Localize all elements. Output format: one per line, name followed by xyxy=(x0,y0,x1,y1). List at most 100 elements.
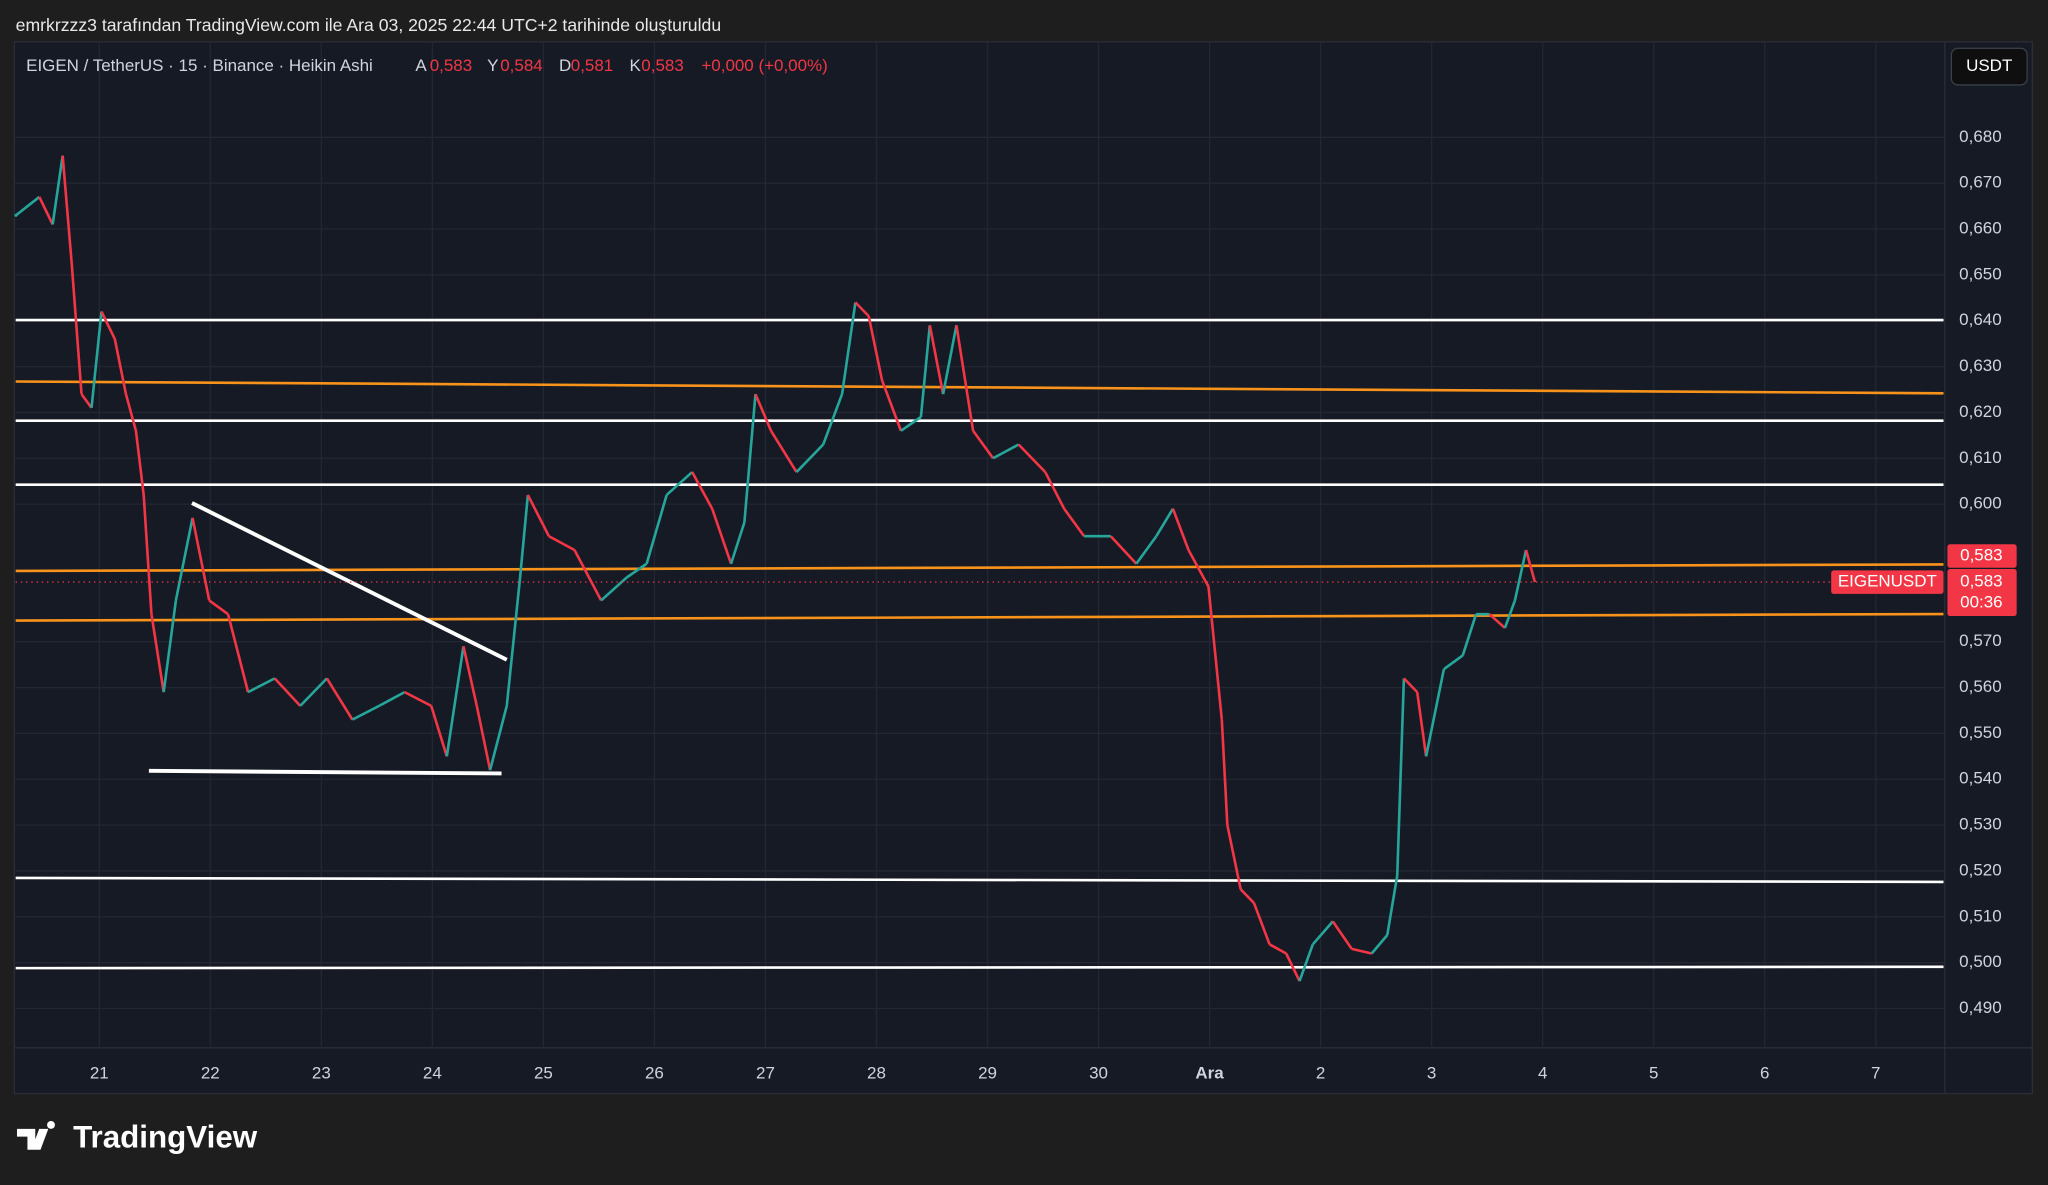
x-tick-label: 6 xyxy=(1760,1063,1769,1082)
price-segment xyxy=(430,705,449,757)
x-tick-label: 25 xyxy=(534,1063,553,1082)
ohlc-key: K xyxy=(630,56,642,75)
y-tick-label: 0,660 xyxy=(1959,218,2001,237)
price-segment xyxy=(625,562,648,579)
legend: EIGEN / TetherUS · 15 · Binance · Heikin… xyxy=(26,56,828,75)
price-segment xyxy=(445,646,465,757)
price-segment xyxy=(754,393,773,432)
price-segment xyxy=(124,393,138,432)
price-tag-label: 0,583 xyxy=(1960,545,2002,564)
symbol-tag xyxy=(1831,570,1944,594)
price-segment xyxy=(1268,943,1287,955)
ohlc-key: D xyxy=(559,56,571,75)
price-tag xyxy=(1947,569,2017,617)
price-segment xyxy=(351,704,380,721)
price-segment xyxy=(1311,920,1334,946)
price-segment xyxy=(325,677,354,721)
price-segment xyxy=(1226,824,1242,890)
x-tick-label: 7 xyxy=(1871,1063,1880,1082)
price-segment xyxy=(61,155,73,262)
price-segment xyxy=(600,576,628,602)
y-tick-label: 0,620 xyxy=(1959,402,2001,421)
price-segment xyxy=(90,311,103,408)
y-tick-label: 0,600 xyxy=(1959,494,2001,513)
x-tick-label: 23 xyxy=(312,1063,331,1082)
price-segment xyxy=(928,325,945,395)
currency-button[interactable] xyxy=(1950,47,2028,86)
x-tick-label: 21 xyxy=(90,1063,109,1082)
price-segment xyxy=(1524,549,1537,583)
price-segment xyxy=(880,379,903,432)
price-segment xyxy=(1395,678,1406,876)
y-tick-label: 0,670 xyxy=(1959,173,2001,192)
price-segment xyxy=(1207,586,1224,720)
price-segment xyxy=(134,430,145,496)
y-tick-label: 0,560 xyxy=(1959,677,2001,696)
price-segment xyxy=(488,705,509,771)
x-tick-label: 30 xyxy=(1089,1063,1108,1082)
y-tick-label: 0,520 xyxy=(1959,860,2001,879)
price-segment xyxy=(1298,943,1315,982)
price-segment xyxy=(1370,934,1389,955)
price-segment xyxy=(1220,719,1229,826)
price-segment xyxy=(150,613,165,693)
price-segment xyxy=(854,301,870,318)
x-tick-label: 26 xyxy=(645,1063,664,1082)
price-segment xyxy=(795,443,825,473)
level-line xyxy=(15,965,1944,970)
price-segment xyxy=(273,677,302,707)
price-segment xyxy=(191,517,211,601)
ohlc-value: 0,581 xyxy=(571,56,613,75)
ohlc-key: A xyxy=(415,56,427,75)
price-segment xyxy=(1044,471,1066,510)
x-tick-label: 4 xyxy=(1538,1063,1547,1082)
price-segment xyxy=(573,549,603,602)
attribution: emrkrzzz3 tarafından TradingView.com ile… xyxy=(16,15,721,35)
x-tick-label: 24 xyxy=(423,1063,442,1082)
x-tick-label: Ara xyxy=(1195,1063,1224,1082)
price-segment xyxy=(475,705,492,771)
currency-label[interactable]: USDT xyxy=(1966,56,2012,75)
price-segment xyxy=(113,338,128,395)
price-segment xyxy=(955,325,975,431)
y-tick-label: 0,500 xyxy=(1959,952,2001,971)
price-segment xyxy=(1424,668,1446,757)
y-tick-label: 0,490 xyxy=(1959,998,2001,1017)
logo-mark xyxy=(16,1120,55,1150)
triangle-lower xyxy=(148,768,502,776)
price-segment xyxy=(526,494,551,537)
x-tick-label: 2 xyxy=(1316,1063,1325,1082)
ohlc-key: Y xyxy=(487,56,498,75)
y-tick-label: 0,630 xyxy=(1959,356,2001,375)
price-segment xyxy=(1109,535,1138,565)
x-tick-label: 3 xyxy=(1427,1063,1436,1082)
price-segment xyxy=(840,302,857,395)
price-segment xyxy=(404,690,432,708)
price-segment xyxy=(1017,443,1047,473)
price-segment xyxy=(462,645,479,707)
price-segment xyxy=(142,494,153,615)
price-segment xyxy=(867,315,884,381)
symbol-title: EIGEN / TetherUS · 15 · Binance · Heikin… xyxy=(26,56,373,75)
price-segment xyxy=(208,599,229,616)
trend-line xyxy=(15,380,1944,395)
price-segment xyxy=(1331,920,1353,950)
price-segment xyxy=(174,517,194,601)
price-segment xyxy=(247,677,276,694)
price-segment xyxy=(769,430,798,473)
y-tick-label: 0,510 xyxy=(1959,906,2001,925)
y-tick-label: 0,610 xyxy=(1959,448,2001,467)
axes: 0,490 0,500 0,510 0,520 0,530 0,540 0,550 0,560… xyxy=(90,127,2002,1083)
price-segment xyxy=(1239,888,1255,904)
price-segment xyxy=(162,600,178,693)
ohlc-value: 0,583 xyxy=(641,56,683,75)
trend-line xyxy=(15,563,1944,573)
price-segment xyxy=(51,155,64,225)
price-segment xyxy=(1351,947,1372,955)
x-tick-label: 27 xyxy=(756,1063,775,1082)
price-segment xyxy=(299,677,328,707)
price-series xyxy=(14,155,1537,982)
price-segment xyxy=(70,261,83,395)
